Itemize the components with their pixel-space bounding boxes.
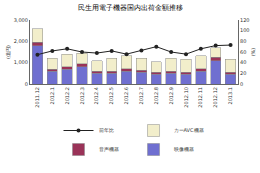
svg-text:2,000: 2,000	[14, 38, 28, 44]
svg-text:20: 20	[240, 70, 246, 76]
svg-text:2012.8: 2012.8	[153, 87, 159, 105]
svg-text:2012.6: 2012.6	[123, 87, 129, 105]
svg-text:(%): (%)	[250, 48, 256, 57]
svg-text:40: 40	[240, 59, 246, 65]
svg-text:3,000: 3,000	[14, 17, 28, 23]
svg-text:2011.12: 2011.12	[34, 87, 40, 108]
svg-text:2012.3: 2012.3	[79, 87, 85, 105]
svg-text:映像機器: 映像機器	[174, 146, 194, 152]
svg-text:80: 80	[240, 38, 246, 44]
svg-text:0: 0	[25, 81, 28, 87]
svg-text:2013.1: 2013.1	[227, 87, 233, 105]
svg-text:2012.12: 2012.12	[212, 87, 218, 108]
svg-text:前年比: 前年比	[99, 127, 114, 133]
svg-text:60: 60	[240, 49, 246, 55]
svg-text:2012.10: 2012.10	[183, 87, 189, 108]
svg-text:2012.11: 2012.11	[197, 87, 203, 108]
svg-text:2012.1: 2012.1	[49, 87, 55, 105]
svg-text:(億円): (億円)	[5, 45, 11, 59]
svg-text:カーAVC機器: カーAVC機器	[174, 127, 204, 133]
svg-text:2012.4: 2012.4	[93, 87, 99, 105]
svg-text:0: 0	[240, 81, 243, 87]
svg-text:2012.2: 2012.2	[64, 87, 70, 105]
svg-text:2012.7: 2012.7	[138, 87, 144, 105]
svg-text:100: 100	[240, 27, 250, 33]
svg-text:2012.9: 2012.9	[168, 87, 174, 105]
svg-text:2012.5: 2012.5	[108, 87, 114, 105]
svg-text:音声機器: 音声機器	[99, 146, 119, 152]
svg-text:1,000: 1,000	[14, 59, 28, 65]
svg-text:民生用電子機器国内出荷金額推移: 民生用電子機器国内出荷金額推移	[78, 4, 183, 12]
svg-text:120: 120	[240, 17, 250, 23]
